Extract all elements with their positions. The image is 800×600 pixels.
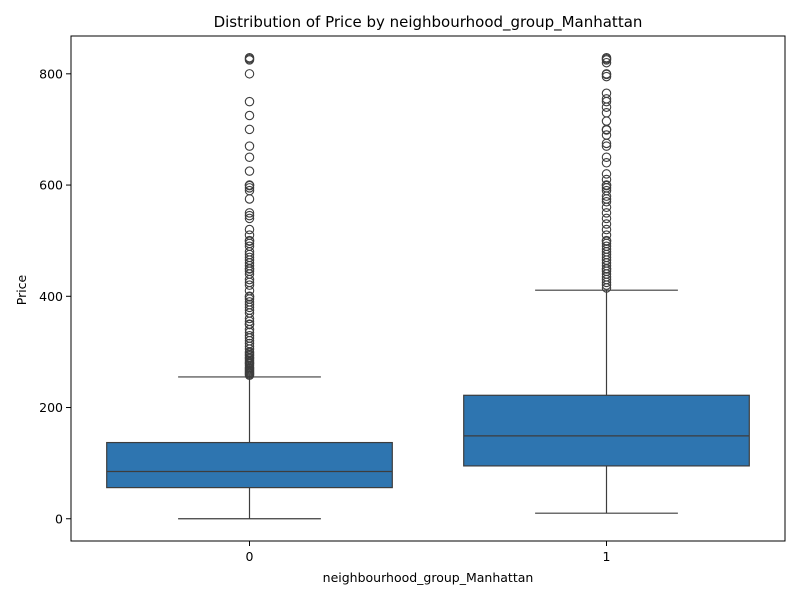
x-tick-label: 0 (246, 549, 254, 564)
outlier-point (244, 166, 255, 176)
outlier-point (601, 230, 612, 240)
outlier-point (601, 213, 612, 224)
plot-area: 0 200 400 600 800 0 1 (39, 35, 786, 564)
outlier-point (244, 224, 255, 235)
outlier-point (244, 69, 255, 79)
outlier-point (601, 185, 612, 196)
outlier-point (601, 130, 612, 140)
outlier-point (244, 210, 255, 221)
outlier-point (601, 52, 612, 63)
outlier-point (244, 141, 255, 151)
outlier-point (601, 152, 612, 162)
outlier-point (601, 169, 612, 179)
outlier-point (601, 116, 612, 126)
outlier-point (244, 291, 255, 302)
y-tick-label: 600 (39, 178, 63, 193)
outlier-point (244, 280, 255, 290)
outlier-point (601, 196, 612, 207)
y-tick-label: 400 (39, 289, 63, 304)
outlier-point (601, 219, 612, 229)
y-tick-label: 0 (55, 511, 63, 526)
outlier-point (601, 241, 612, 251)
outlier-point (601, 174, 612, 185)
box-iqr (463, 394, 750, 467)
outlier-point (244, 194, 255, 204)
outlier-point (601, 158, 612, 168)
outlier-point (601, 141, 612, 151)
outlier-point (244, 235, 255, 246)
outlier-point (244, 52, 255, 63)
x-axis-label: neighbourhood_group_Manhattan (323, 570, 534, 585)
outlier-point (244, 180, 255, 190)
outlier-point (601, 57, 612, 68)
outlier-point (244, 331, 255, 341)
outlier-point (244, 152, 255, 162)
chart-title: Distribution of Price by neighbourhood_g… (214, 13, 643, 32)
outlier-point (244, 252, 255, 263)
outlier-point (244, 230, 255, 240)
outlier-point (601, 69, 612, 79)
outlier-point (244, 208, 255, 218)
outlier-point (244, 124, 255, 135)
y-axis-label: Price (14, 274, 29, 305)
outlier-point (244, 183, 255, 193)
x-tick-label: 1 (603, 549, 611, 564)
outlier-point (601, 88, 612, 99)
outlier-point (601, 235, 612, 246)
outlier-point (601, 71, 612, 82)
outlier-point (601, 124, 612, 135)
outlier-point (601, 108, 612, 118)
outlier-point (601, 180, 612, 190)
outlier-point (601, 208, 612, 218)
outlier-point (601, 94, 612, 104)
y-tick-label: 800 (39, 66, 63, 81)
outlier-point (244, 297, 255, 307)
outlier-point (244, 213, 255, 224)
plot-frame (70, 35, 786, 542)
outlier-point (244, 319, 255, 329)
outlier-point (244, 338, 255, 349)
y-tick-label: 200 (39, 400, 63, 415)
outlier-point (244, 96, 255, 107)
outlier-point (244, 185, 255, 196)
outlier-point (244, 241, 255, 251)
outlier-point (601, 224, 612, 235)
outlier-point (244, 110, 255, 121)
box-iqr (106, 441, 393, 489)
